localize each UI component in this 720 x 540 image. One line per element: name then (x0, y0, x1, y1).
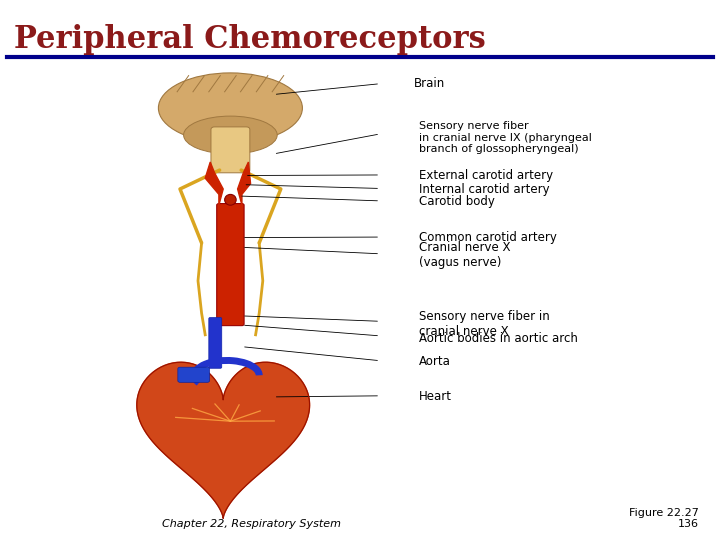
Text: Aorta: Aorta (419, 355, 451, 368)
Ellipse shape (184, 116, 277, 154)
Text: Aortic bodies in aortic arch: Aortic bodies in aortic arch (419, 332, 578, 345)
Text: Internal carotid artery: Internal carotid artery (419, 183, 549, 195)
Text: Sensory nerve fiber in
cranial nerve X: Sensory nerve fiber in cranial nerve X (419, 310, 550, 338)
Text: Heart: Heart (419, 390, 452, 403)
Polygon shape (137, 362, 310, 518)
FancyBboxPatch shape (178, 367, 210, 382)
Text: External carotid artery: External carotid artery (419, 169, 553, 182)
Polygon shape (238, 162, 251, 205)
Text: Chapter 22, Respiratory System: Chapter 22, Respiratory System (163, 519, 341, 529)
FancyBboxPatch shape (217, 204, 244, 326)
FancyBboxPatch shape (211, 127, 250, 173)
Ellipse shape (158, 73, 302, 143)
Text: Carotid body: Carotid body (419, 195, 495, 208)
FancyBboxPatch shape (209, 318, 222, 368)
Text: Brain: Brain (414, 77, 445, 90)
Text: Figure 22.27
136: Figure 22.27 136 (629, 508, 698, 529)
Ellipse shape (225, 194, 236, 205)
Text: Common carotid artery: Common carotid artery (419, 231, 557, 244)
Polygon shape (205, 162, 223, 205)
Text: Cranial nerve X
(vagus nerve): Cranial nerve X (vagus nerve) (419, 241, 510, 269)
Text: Peripheral Chemoreceptors: Peripheral Chemoreceptors (14, 24, 486, 55)
Text: Sensory nerve fiber
in cranial nerve IX (pharyngeal
branch of glossopheryngeal): Sensory nerve fiber in cranial nerve IX … (419, 121, 592, 154)
